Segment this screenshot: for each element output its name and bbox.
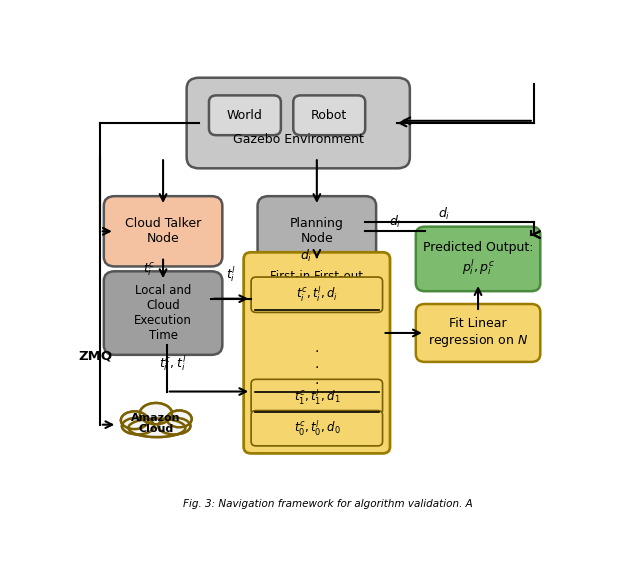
- Ellipse shape: [129, 418, 186, 437]
- FancyBboxPatch shape: [257, 196, 376, 266]
- Text: Fit Linear
regression on $N$: Fit Linear regression on $N$: [428, 317, 528, 349]
- Text: Planning
Node: Planning Node: [290, 218, 344, 245]
- FancyBboxPatch shape: [416, 227, 540, 291]
- FancyBboxPatch shape: [244, 253, 390, 453]
- Ellipse shape: [121, 412, 148, 429]
- FancyBboxPatch shape: [104, 196, 222, 266]
- Ellipse shape: [158, 418, 190, 435]
- Text: $t_i^c, t_i^l$: $t_i^c, t_i^l$: [159, 353, 186, 373]
- FancyBboxPatch shape: [251, 277, 383, 312]
- Text: $d_i$: $d_i$: [300, 247, 312, 263]
- Ellipse shape: [167, 410, 191, 427]
- Text: $t_i^c, t_i^l, d_i$: $t_i^c, t_i^l, d_i$: [296, 285, 338, 304]
- Text: Predicted Output:
$p_i^l, p_i^c$: Predicted Output: $p_i^l, p_i^c$: [423, 241, 533, 277]
- Text: $d_i$: $d_i$: [438, 205, 451, 222]
- Ellipse shape: [121, 412, 148, 429]
- Text: First-in First-out
Array of size $N$: First-in First-out Array of size $N$: [270, 270, 364, 302]
- Text: Fig. 3: Navigation framework for algorithm validation. A: Fig. 3: Navigation framework for algorit…: [183, 499, 473, 509]
- FancyBboxPatch shape: [416, 304, 540, 362]
- Text: Local and
Cloud
Execution
Time: Local and Cloud Execution Time: [134, 284, 192, 342]
- Text: $t_0^c, t_0^l, d_0$: $t_0^c, t_0^l, d_0$: [294, 418, 340, 438]
- Ellipse shape: [140, 403, 172, 424]
- Ellipse shape: [129, 418, 186, 437]
- FancyBboxPatch shape: [293, 95, 365, 135]
- FancyBboxPatch shape: [187, 77, 410, 168]
- Text: $t_i^c$: $t_i^c$: [143, 260, 156, 278]
- Text: Robot: Robot: [311, 109, 348, 122]
- Text: $t_1^c, t_1^l, d_1$: $t_1^c, t_1^l, d_1$: [294, 387, 340, 407]
- FancyBboxPatch shape: [251, 410, 383, 446]
- Ellipse shape: [122, 418, 154, 435]
- Text: $t_i^l$: $t_i^l$: [226, 265, 236, 284]
- Ellipse shape: [122, 418, 154, 435]
- Ellipse shape: [140, 403, 172, 424]
- Text: Cloud Talker
Node: Cloud Talker Node: [125, 218, 201, 245]
- Text: ZMQ: ZMQ: [79, 350, 113, 363]
- Text: World: World: [227, 109, 263, 122]
- FancyBboxPatch shape: [251, 379, 383, 414]
- FancyBboxPatch shape: [104, 272, 222, 355]
- FancyBboxPatch shape: [209, 95, 281, 135]
- Text: $d_i$: $d_i$: [388, 214, 401, 230]
- Ellipse shape: [167, 410, 191, 427]
- Text: Amazon
Cloud: Amazon Cloud: [131, 413, 180, 434]
- Text: .
.
.: . . .: [315, 341, 319, 387]
- Text: Gazebo Environment: Gazebo Environment: [233, 133, 364, 146]
- Ellipse shape: [158, 418, 190, 435]
